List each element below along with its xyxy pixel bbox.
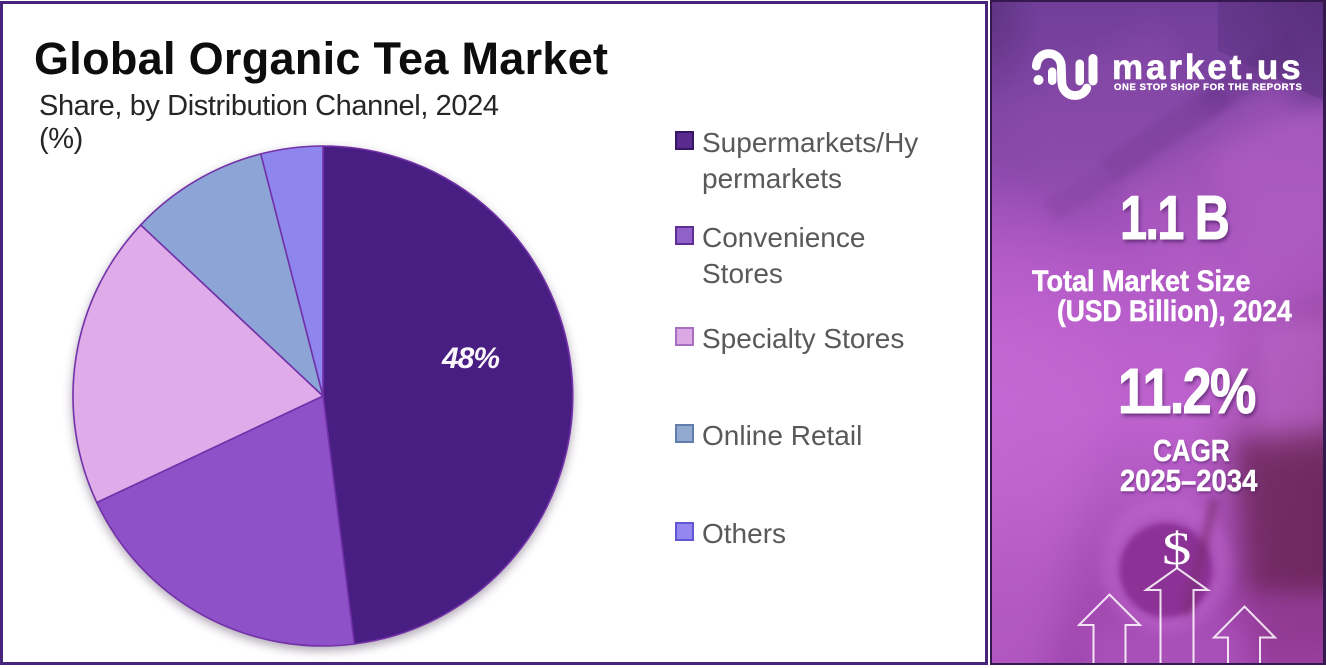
svg-text:48%: 48% xyxy=(441,342,499,375)
